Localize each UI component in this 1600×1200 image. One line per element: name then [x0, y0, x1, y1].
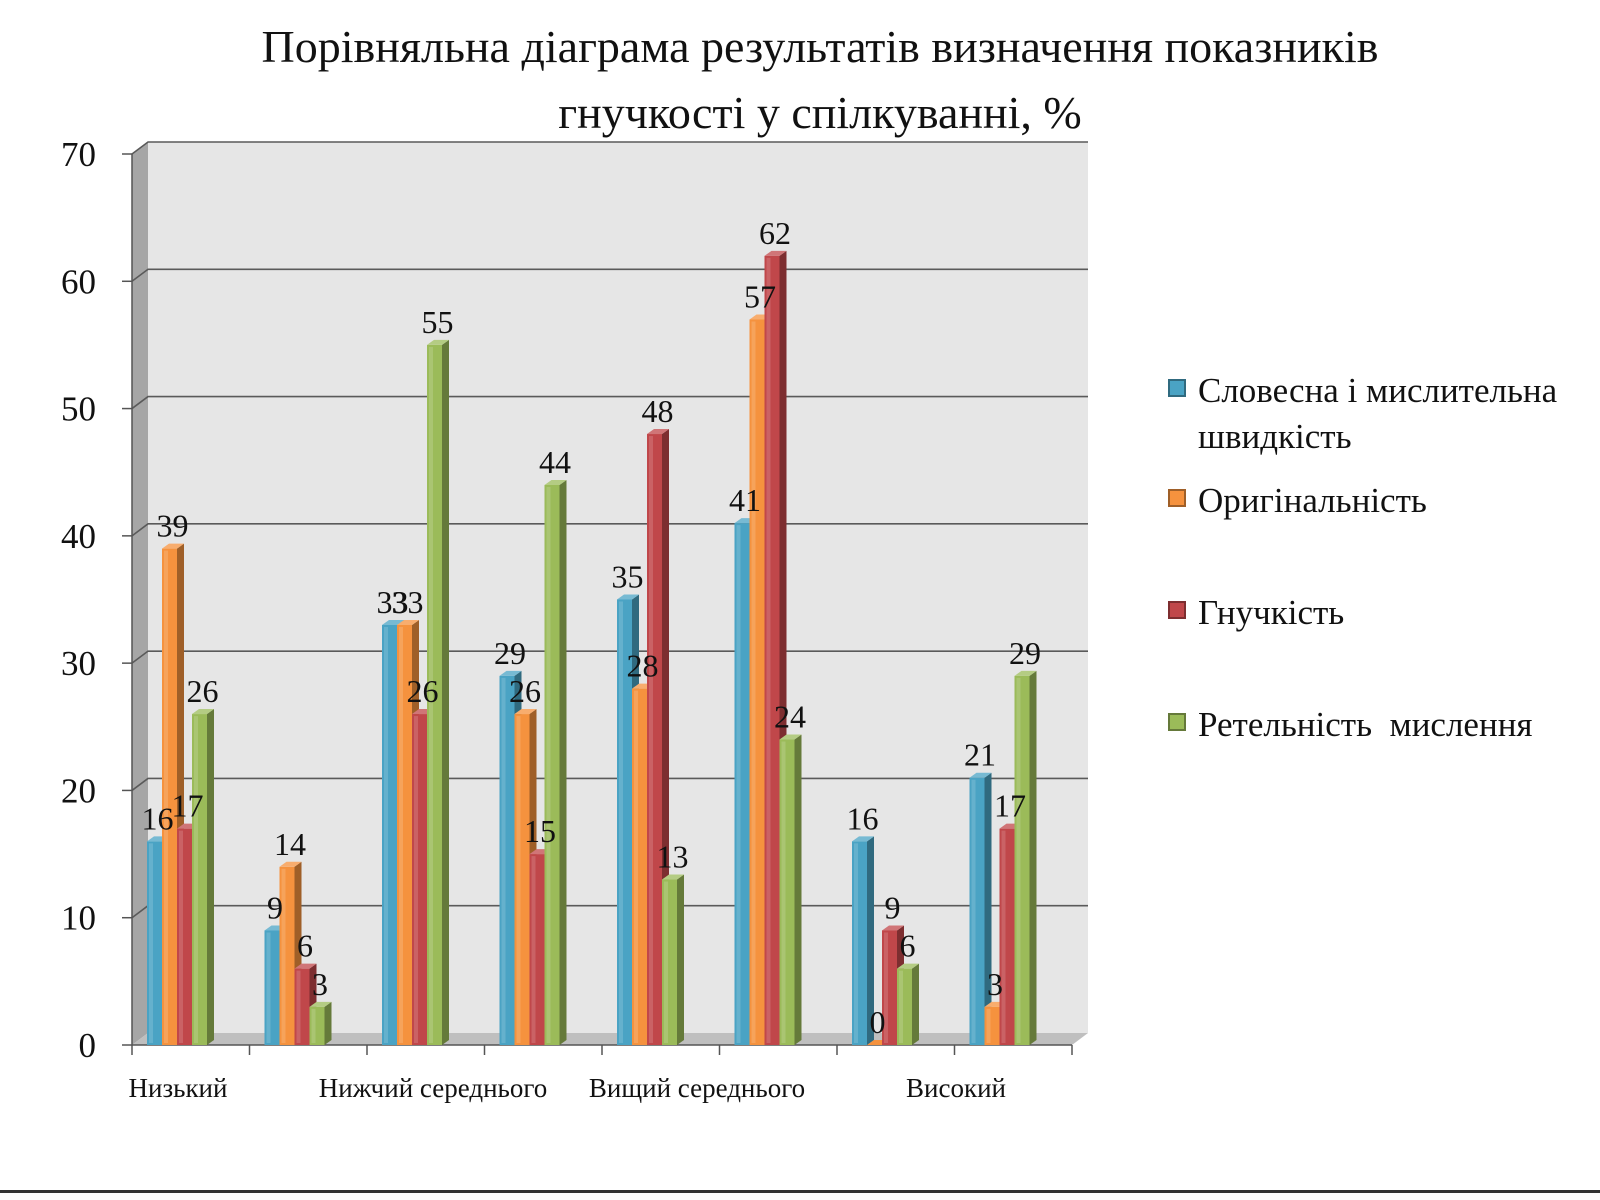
data-label: 39 [157, 508, 189, 544]
data-label: 9 [267, 889, 283, 925]
x-tick-label: Вищий середнього [589, 1073, 805, 1103]
y-tick-label: 40 [61, 517, 96, 556]
data-label: 48 [642, 393, 674, 429]
data-label: 41 [729, 482, 761, 518]
legend-swatch [1168, 379, 1186, 397]
y-tick-label: 20 [61, 771, 96, 810]
legend-swatch [1168, 489, 1186, 507]
data-label: 29 [494, 635, 526, 671]
data-label: 26 [187, 673, 219, 709]
data-label: 3 [987, 966, 1003, 1002]
y-tick-label: 30 [61, 644, 96, 683]
data-label: 13 [657, 839, 689, 875]
bar [309, 1001, 332, 1045]
data-label: 3 [312, 966, 328, 1002]
legend-swatch [1168, 713, 1186, 731]
data-label: 21 [964, 737, 996, 773]
data-label: 33 [392, 584, 424, 620]
legend-label: Оригінальність [1198, 481, 1427, 520]
y-tick-label: 10 [61, 899, 96, 938]
plot-floor [132, 1033, 1088, 1045]
legend-item-series-2: Оригінальність [1168, 478, 1598, 524]
data-label: 14 [274, 826, 306, 862]
data-label: 44 [539, 444, 571, 480]
data-label: 15 [524, 813, 556, 849]
x-tick-label: Нижчий середнього [319, 1073, 548, 1103]
bar [427, 339, 449, 1045]
data-label: 6 [297, 928, 313, 964]
data-label: 29 [1009, 635, 1041, 671]
legend-label: Словесна і мислительна швидкість [1198, 371, 1558, 456]
data-label: 17 [994, 788, 1026, 824]
data-labels: 1639172691463333326552926154435284813415… [142, 215, 1042, 1040]
bar [544, 479, 567, 1045]
data-label: 24 [774, 699, 806, 735]
data-label: 35 [612, 559, 644, 595]
y-tick-label: 70 [61, 135, 96, 174]
data-label: 9 [885, 889, 901, 925]
y-tick-labels: 0 10 20 30 40 50 60 70 [61, 135, 96, 1065]
bar [897, 963, 919, 1045]
legend-label: Гнучкість [1198, 593, 1345, 632]
chart-title: Порівняльна діаграма результатів визначе… [261, 21, 1379, 138]
legend-item-series-1: Словесна і мислительна швидкість [1168, 368, 1598, 460]
y-tick-label: 50 [61, 390, 96, 429]
y-tick-label: 60 [61, 262, 96, 301]
x-tick-labels: Низький Нижчий середнього Вищий середнього… [129, 1073, 1006, 1103]
x-tick-label: Високий [906, 1073, 1006, 1103]
bar [852, 836, 874, 1045]
gridline [131, 141, 1088, 155]
legend-swatch [1168, 601, 1186, 619]
plot-side-wall [132, 142, 148, 1045]
slide-bottom-rule [0, 1190, 1600, 1193]
data-label: 6 [900, 928, 916, 964]
bar [1014, 670, 1037, 1045]
data-label: 62 [759, 215, 791, 251]
bar [779, 734, 802, 1045]
data-label: 28 [627, 648, 659, 684]
legend-item-series-4: Ретельність мислення [1168, 702, 1598, 748]
y-tick-label: 0 [79, 1026, 97, 1065]
bar [192, 709, 214, 1045]
data-label: 57 [744, 278, 776, 314]
data-label: 0 [870, 1004, 886, 1040]
legend-item-series-3: Гнучкість [1168, 590, 1598, 636]
data-label: 33 [377, 584, 409, 620]
x-tick-label: Низький [129, 1073, 228, 1103]
data-label: 16 [847, 800, 879, 836]
bars [147, 250, 1037, 1046]
data-label: 26 [509, 673, 541, 709]
data-label: 17 [172, 788, 204, 824]
data-label: 26 [407, 673, 439, 709]
bar [969, 772, 992, 1045]
data-label: 16 [142, 800, 174, 836]
legend-label: Ретельність мислення [1198, 705, 1533, 744]
bar [662, 874, 684, 1045]
data-label: 55 [422, 304, 454, 340]
